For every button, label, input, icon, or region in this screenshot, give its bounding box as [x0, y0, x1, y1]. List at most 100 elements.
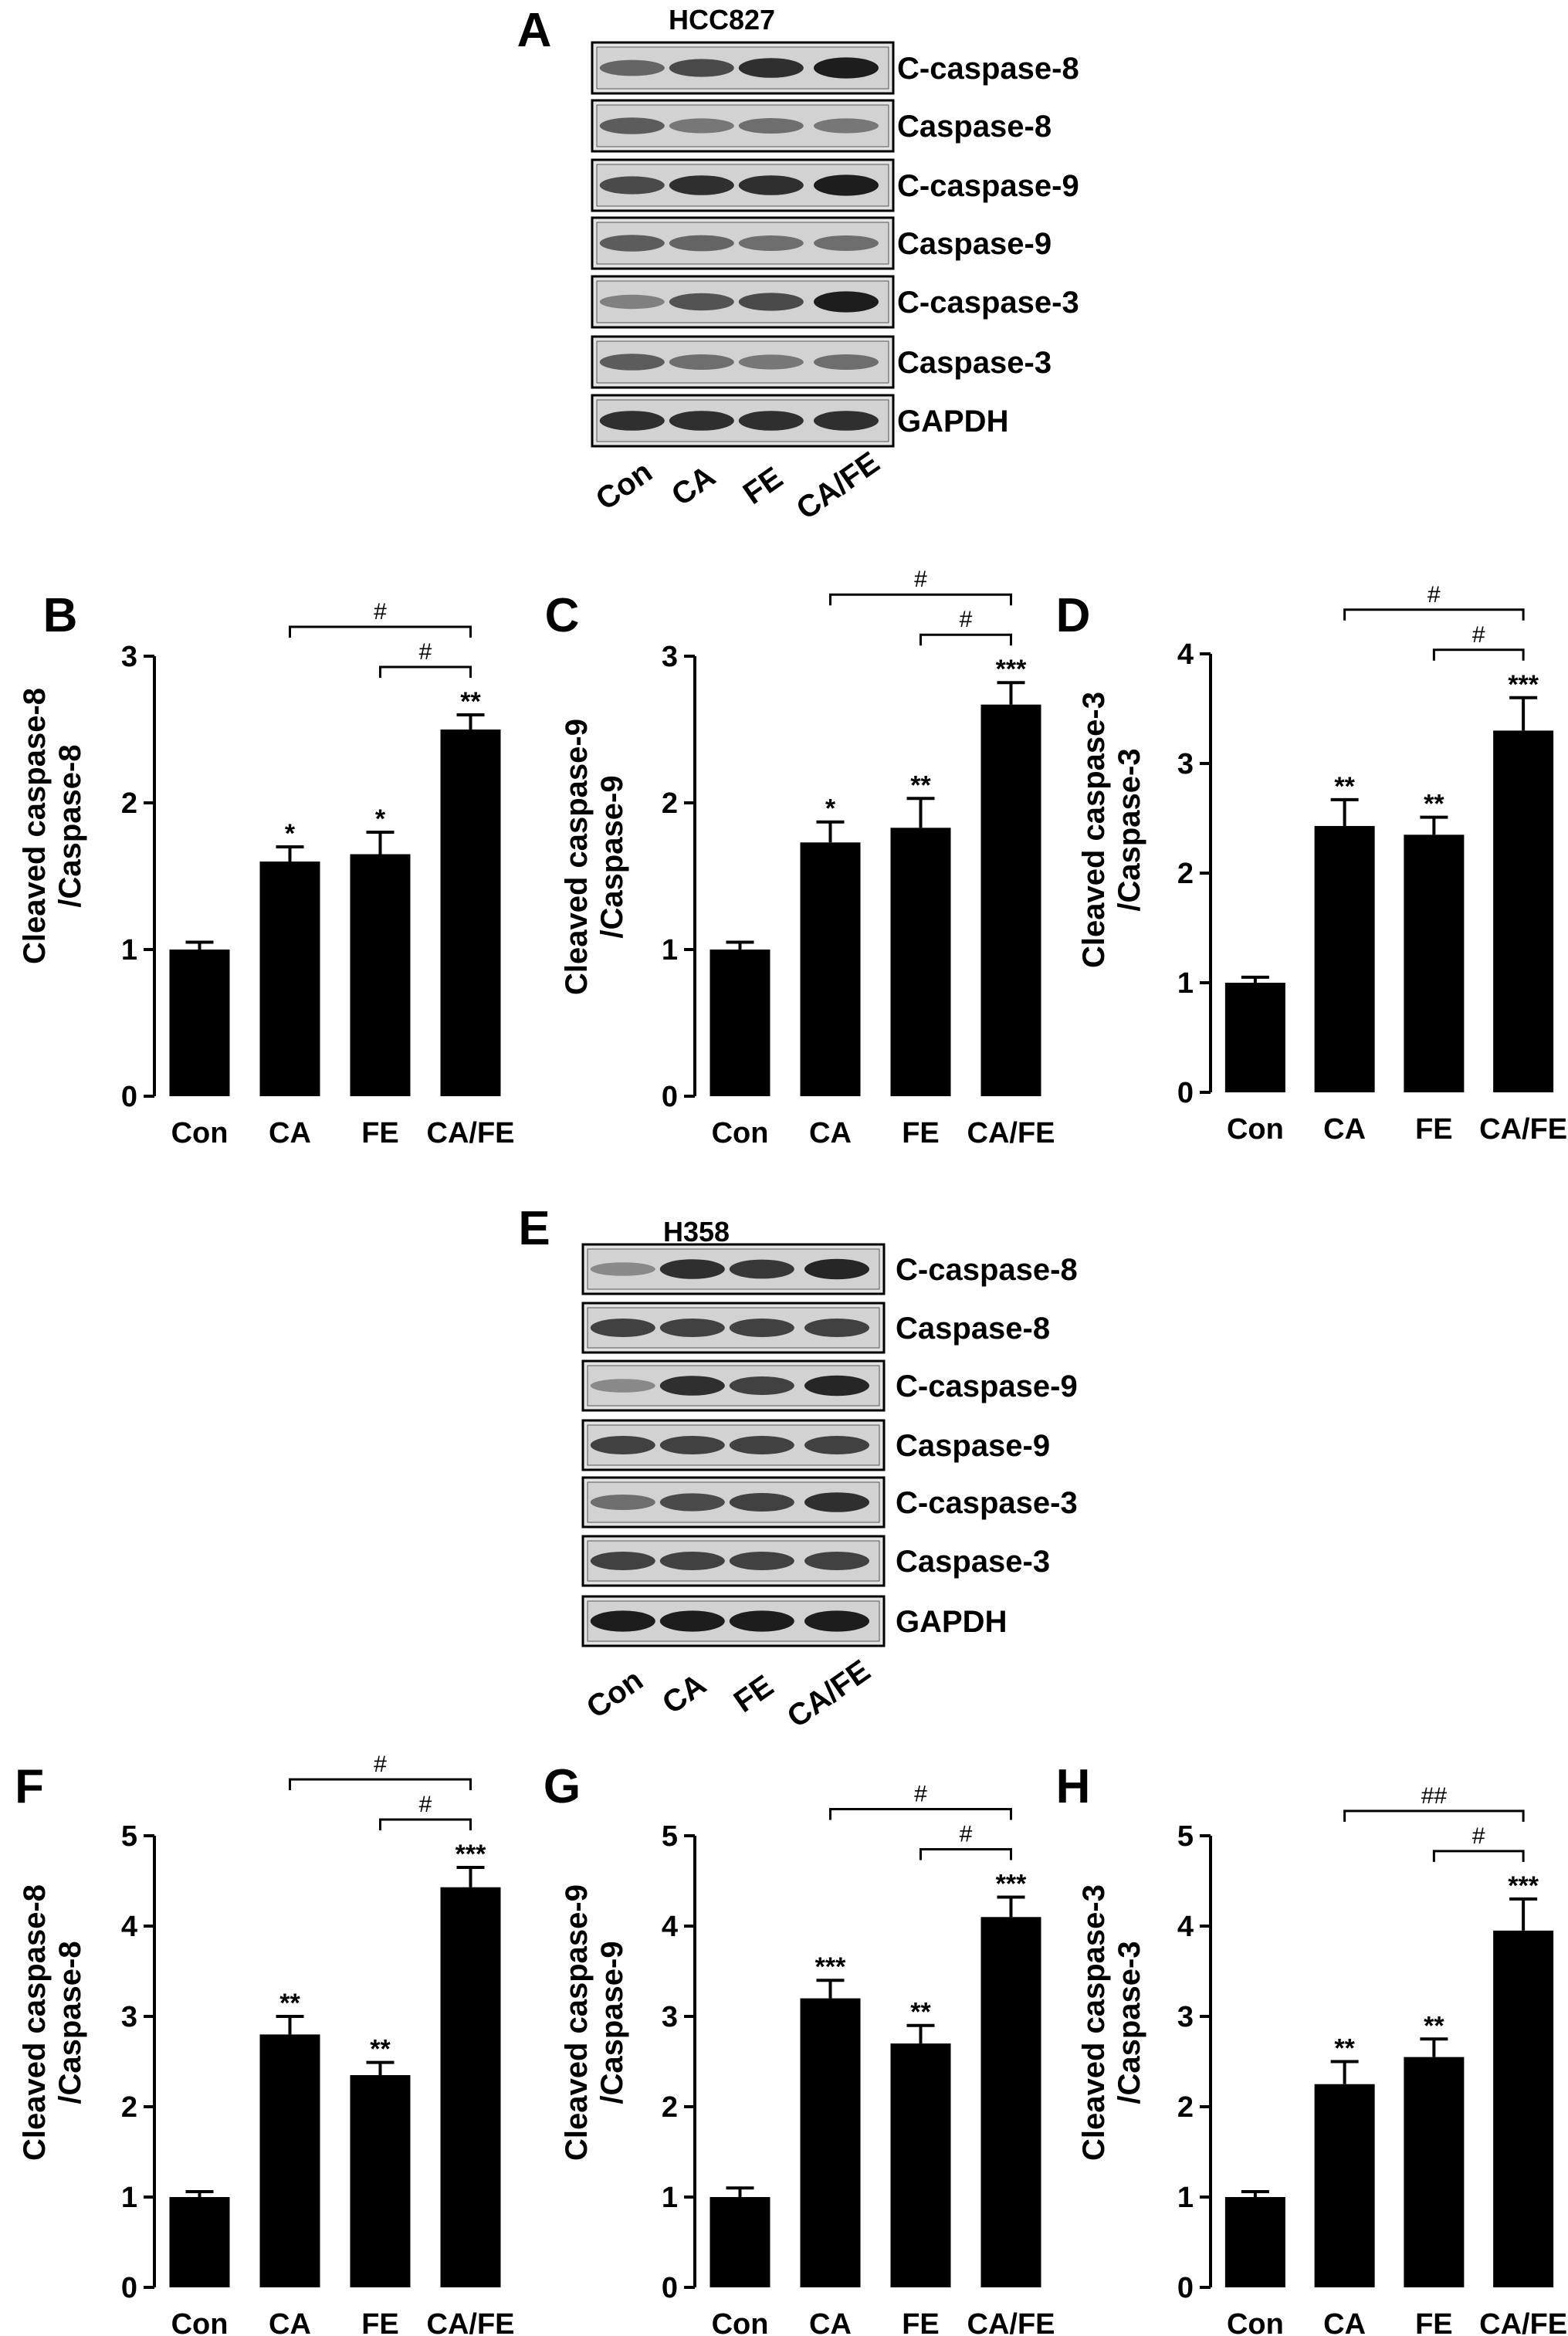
comparison-label: #: [914, 1782, 927, 1807]
comparison-label: #: [914, 567, 927, 592]
y-tick-label: 1: [1177, 967, 1194, 1000]
y-axis-label-line: /Caspase-3: [1113, 1941, 1146, 2104]
y-axis-label-line: Cleaved caspase-8: [18, 1884, 52, 2161]
y-axis-label: Cleaved caspase-3/Caspase-3: [1077, 692, 1146, 968]
blot-band: [669, 118, 734, 134]
comparison-bracket: [919, 633, 1012, 646]
comparison-label: #: [1427, 582, 1441, 608]
blot-row-label: Caspase-3: [896, 1545, 1050, 1579]
panel-label: F: [15, 1760, 44, 1813]
bar: [169, 2197, 230, 2287]
blot-band: [804, 1319, 869, 1337]
panel-label: B: [43, 589, 78, 642]
panel-label: H: [1056, 1760, 1091, 1813]
bar: [350, 2075, 411, 2287]
lane-label: Con: [590, 455, 659, 517]
y-axis-label-line: /Caspase-9: [595, 775, 629, 938]
cell-line-title: H358: [663, 1216, 730, 1248]
y-tick-label: 1: [662, 934, 678, 967]
comparison-label: ##: [1421, 1783, 1448, 1809]
blot-band: [659, 1436, 725, 1454]
blot-band: [599, 59, 665, 76]
significance-marker: **: [1334, 772, 1355, 801]
blot-band: [599, 411, 665, 431]
comparison-bracket: [379, 1818, 472, 1830]
y-axis-label-line: /Caspase-8: [53, 744, 87, 907]
blot-row-label: Caspase-9: [897, 227, 1052, 261]
blot-band: [659, 1610, 725, 1632]
blot-row-label: C-caspase-3: [897, 286, 1079, 320]
blot-band: [804, 1552, 869, 1570]
lane-label: CA: [665, 459, 722, 513]
y-axis-label: Cleaved caspase-9/Caspase-9: [560, 719, 629, 995]
significance-marker: *: [285, 819, 296, 848]
lane-label: CA: [656, 1667, 713, 1721]
blot-band: [804, 1610, 869, 1632]
comparison-bracket: [829, 593, 1012, 606]
blot-row-label: C-caspase-3: [896, 1486, 1078, 1520]
y-tick-label: 0: [662, 2272, 678, 2304]
x-tick-label: FE: [1415, 2308, 1453, 2336]
y-tick-label: 3: [121, 2001, 137, 2033]
y-tick-label: 1: [1177, 2182, 1194, 2214]
x-tick-label: Con: [171, 2308, 229, 2336]
significance-marker: **: [910, 770, 931, 800]
blot-band: [738, 293, 804, 311]
bar: [709, 2197, 770, 2287]
y-tick-label: 1: [121, 2182, 137, 2214]
bar: [440, 730, 501, 1096]
comparison-bracket: [289, 1778, 472, 1790]
significance-marker: ***: [1508, 670, 1539, 699]
y-tick-label: 0: [1177, 2272, 1194, 2304]
y-tick-label: 2: [121, 787, 137, 820]
blot-band: [599, 235, 665, 252]
bar: [1224, 2197, 1285, 2287]
blot-band: [669, 411, 734, 431]
y-axis-label-line: /Caspase-9: [595, 1941, 629, 2104]
comparison-label: #: [374, 1752, 387, 1777]
y-tick-label: 2: [662, 2091, 678, 2124]
blot-band: [729, 1259, 794, 1279]
bar: [1404, 2057, 1465, 2287]
x-tick-label: FE: [1415, 1113, 1453, 1146]
comparison-bracket: [1432, 648, 1525, 661]
blot-band: [738, 354, 804, 370]
bar: [800, 1998, 861, 2287]
blot-band: [659, 1376, 725, 1396]
significance-marker: ***: [1508, 1871, 1539, 1901]
y-tick-label: 0: [121, 1081, 137, 1113]
y-axis-label-line: Cleaved caspase-9: [560, 719, 594, 995]
blot-band: [738, 175, 804, 195]
blot-band: [599, 117, 665, 134]
x-tick-label: CA: [269, 2308, 311, 2336]
blot-band: [738, 411, 804, 431]
x-tick-label: CA: [809, 1117, 852, 1149]
panel-label: A: [517, 4, 552, 57]
y-axis-label: Cleaved caspase-9/Caspase-9: [560, 1884, 629, 2161]
blot-band: [814, 174, 879, 196]
comparison-label: #: [960, 607, 973, 632]
blot-band: [804, 1436, 869, 1454]
lane-label: FE: [728, 1669, 780, 1719]
blot-band: [729, 1436, 794, 1454]
blot-band: [729, 1376, 794, 1395]
comparison-label: #: [1472, 1823, 1485, 1849]
significance-marker: **: [1424, 790, 1444, 819]
comparison-bracket: [919, 1848, 1012, 1860]
significance-marker: ***: [815, 1952, 846, 1982]
bar: [800, 842, 861, 1096]
y-tick-label: 4: [1177, 638, 1194, 671]
panel-label: D: [1056, 589, 1091, 642]
blot-band: [590, 1319, 655, 1337]
x-tick-label: Con: [712, 1117, 769, 1149]
blot-band: [590, 1262, 655, 1276]
y-tick-label: 5: [1177, 1820, 1194, 1853]
blot-band: [729, 1610, 794, 1632]
blot-band: [590, 1436, 655, 1454]
blot-band: [669, 235, 734, 252]
blot-band: [599, 294, 665, 310]
comparison-bracket: [1343, 608, 1525, 621]
panel-label: G: [544, 1760, 581, 1813]
comparison-label: #: [419, 1792, 432, 1817]
y-axis-label-line: /Caspase-8: [53, 1941, 87, 2104]
